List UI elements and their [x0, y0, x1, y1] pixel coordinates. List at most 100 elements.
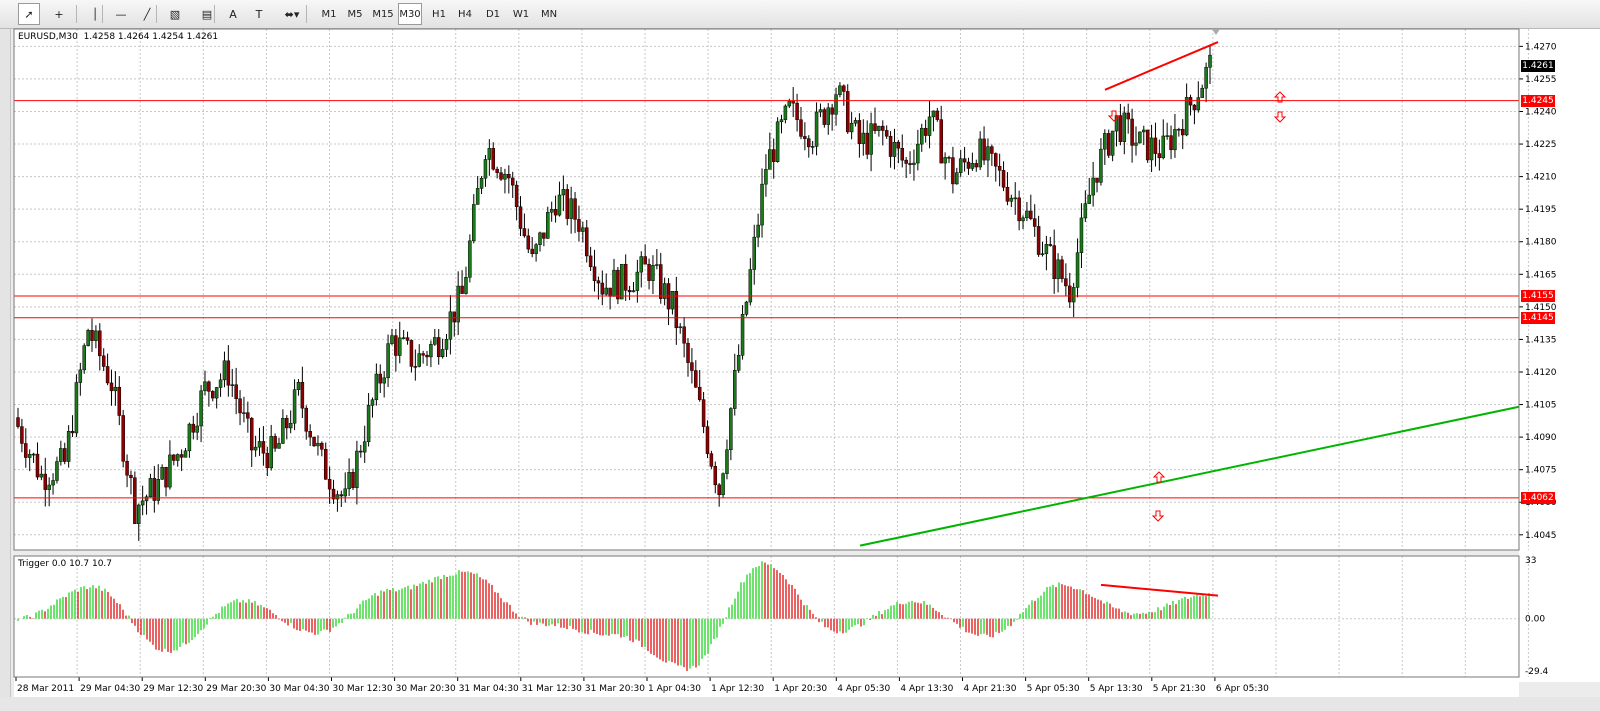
equidistant-channel-icon[interactable]: ▧	[169, 7, 181, 21]
timeframe-mn-button[interactable]: MN	[540, 8, 558, 20]
candle-body	[771, 149, 776, 162]
time-tick-label: 1 Apr 12:30	[711, 684, 764, 694]
timeframe-m15-button[interactable]: M15	[372, 8, 394, 20]
candle-body	[939, 119, 943, 164]
candle-body	[156, 479, 160, 501]
time-tick-label: 29 Mar 20:30	[206, 684, 266, 694]
price-tick-label: 1.4210	[1525, 173, 1557, 183]
candle-body	[803, 136, 807, 139]
candle-body	[316, 442, 320, 447]
candle-body	[1180, 128, 1185, 136]
toolbar-separator	[306, 5, 307, 23]
candle-body	[35, 453, 40, 478]
timeframe-d1-button[interactable]: D1	[485, 8, 501, 20]
crosshair-icon[interactable]: +	[54, 7, 64, 21]
candle-body	[892, 141, 897, 157]
candle-body	[807, 138, 811, 148]
vertical-line-icon[interactable]: │	[91, 7, 99, 21]
candle-body	[768, 149, 772, 170]
candle-body	[62, 448, 67, 462]
candle-body	[82, 345, 86, 371]
time-tick-label: 4 Apr 21:30	[964, 684, 1017, 694]
candle-body	[331, 488, 336, 500]
timeframe-m1-button[interactable]: M1	[321, 8, 337, 20]
fibonacci-retracement-icon[interactable]: ▤	[201, 7, 213, 21]
text-icon[interactable]: A	[229, 7, 237, 21]
candle-body	[47, 484, 51, 490]
timeframe-m5-button[interactable]: M5	[347, 8, 363, 20]
candle-body	[818, 109, 823, 113]
candle-body	[359, 450, 363, 453]
candle-body	[783, 105, 788, 120]
candle-body	[760, 183, 764, 226]
candle-body	[1161, 135, 1166, 159]
timeframe-m30-button[interactable]: M30	[398, 3, 422, 25]
candle-body	[522, 228, 527, 237]
candle-body	[1052, 245, 1056, 279]
candle-body	[857, 120, 862, 144]
candle-body	[362, 441, 367, 453]
candles	[16, 45, 1212, 541]
candle-body	[612, 269, 616, 297]
current-price-tag: 1.4261	[1521, 59, 1555, 72]
time-tick-label: 31 Mar 04:30	[459, 684, 519, 694]
candle-body	[187, 423, 192, 452]
candle-body	[834, 94, 838, 115]
candle-body	[327, 479, 332, 490]
candle-body	[990, 146, 994, 154]
candle-body	[557, 194, 562, 216]
candle-body	[144, 496, 149, 502]
candle-body	[919, 127, 924, 145]
text-label-icon[interactable]: T	[255, 7, 263, 21]
candle-body	[912, 162, 916, 165]
level-price-tag: 1.4145	[1521, 311, 1555, 324]
candle-body	[273, 436, 277, 449]
candle-body	[795, 102, 799, 120]
candle-body	[623, 263, 628, 291]
candle-body	[627, 290, 632, 293]
candle-body	[1025, 210, 1029, 219]
candle-body	[1068, 285, 1072, 303]
candle-body	[955, 172, 959, 185]
candle-body	[908, 163, 912, 165]
candle-body	[565, 189, 570, 219]
candle-body	[534, 244, 538, 254]
chart-header: EURUSD,M30 1.4258 1.4264 1.4254 1.4261	[18, 32, 218, 42]
chart-shift-marker-icon	[1212, 29, 1220, 35]
candle-body	[830, 107, 834, 115]
candle-body	[1126, 112, 1130, 120]
candle-body	[211, 391, 215, 399]
candle-body	[140, 500, 145, 506]
candle-body	[1095, 177, 1099, 183]
candle-body	[238, 398, 242, 414]
timeframe-h1-button[interactable]: H1	[432, 8, 446, 20]
timeframe-h4-button[interactable]: H4	[458, 8, 472, 20]
candle-body	[935, 110, 940, 120]
arrows-dropdown-icon[interactable]: ⬌▾	[284, 7, 300, 21]
candle-body	[507, 173, 511, 179]
up-arrow-icon	[1273, 91, 1287, 103]
level-price-tag: 1.4155	[1521, 290, 1555, 302]
candle-body	[608, 287, 612, 297]
candle-body	[78, 369, 83, 383]
candle-body	[499, 172, 503, 180]
candle-body	[401, 337, 406, 339]
candle-body	[588, 255, 593, 268]
candle-body	[261, 441, 266, 454]
candle-body	[530, 248, 534, 254]
candle-body	[1118, 115, 1123, 142]
timeframe-w1-button[interactable]: W1	[512, 8, 530, 20]
cursor-arrow-icon[interactable]: ➚	[18, 3, 40, 25]
trendline-icon[interactable]: ╱	[143, 7, 151, 21]
candle-body	[249, 418, 254, 451]
candle-body	[1200, 87, 1204, 98]
time-tick-label: 29 Mar 04:30	[80, 684, 140, 694]
candle-body	[1087, 194, 1091, 204]
price-tick-label: 1.4225	[1525, 140, 1557, 150]
horizontal-line-icon[interactable]: —	[115, 7, 127, 21]
candle-body	[849, 122, 854, 133]
candle-body	[464, 277, 468, 294]
candle-body	[1145, 129, 1150, 161]
candle-body	[355, 450, 359, 488]
